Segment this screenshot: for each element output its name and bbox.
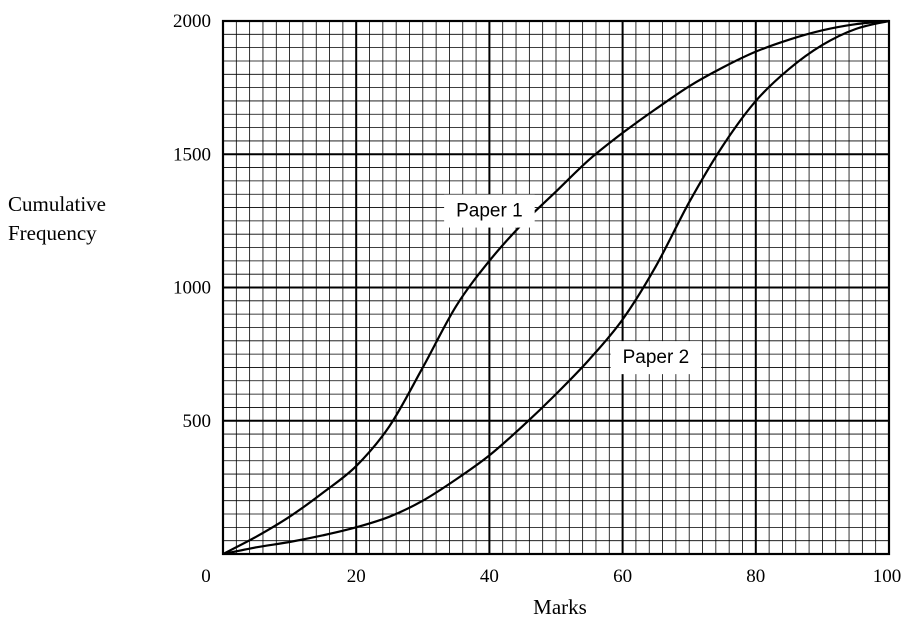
x-tick-label: 100 [873, 566, 902, 587]
curves [222, 19, 890, 556]
x-axis-label: Marks [533, 595, 587, 619]
series-annotation-text: Paper 1 [456, 201, 523, 222]
annotation-background [444, 194, 535, 228]
series-line-2 [222, 19, 890, 556]
annotation-background [610, 341, 702, 375]
x-tick-label: 60 [613, 566, 632, 587]
x-tick-label: 0 [201, 566, 211, 587]
y-tick-labels: 500 1000 1500 2000 [173, 11, 211, 432]
series-line-1 [222, 19, 890, 555]
y-tick-label: 1000 [173, 278, 211, 299]
y-axis-label: Cumulative Frequency [8, 190, 106, 248]
x-tick-label: 40 [480, 566, 499, 587]
series-annotation-1: Paper 1 [444, 194, 535, 228]
x-tick-label: 20 [347, 566, 366, 587]
y-axis-label-line-2: Frequency [8, 221, 97, 245]
series-annotation-text: Paper 2 [623, 347, 690, 368]
y-axis-label-line-1: Cumulative [8, 192, 106, 216]
x-tick-label: 80 [746, 566, 765, 587]
series-annotation-2: Paper 2 [610, 341, 702, 375]
x-tick-labels: 0 20 40 60 80 100 [201, 566, 901, 587]
plot-frame [221, 19, 891, 556]
y-tick-label: 500 [183, 411, 212, 432]
series-annotations: Paper 1 Paper 2 [444, 194, 702, 375]
y-tick-label: 1500 [173, 144, 211, 165]
y-tick-label: 2000 [173, 11, 211, 32]
plot-border [221, 19, 891, 556]
